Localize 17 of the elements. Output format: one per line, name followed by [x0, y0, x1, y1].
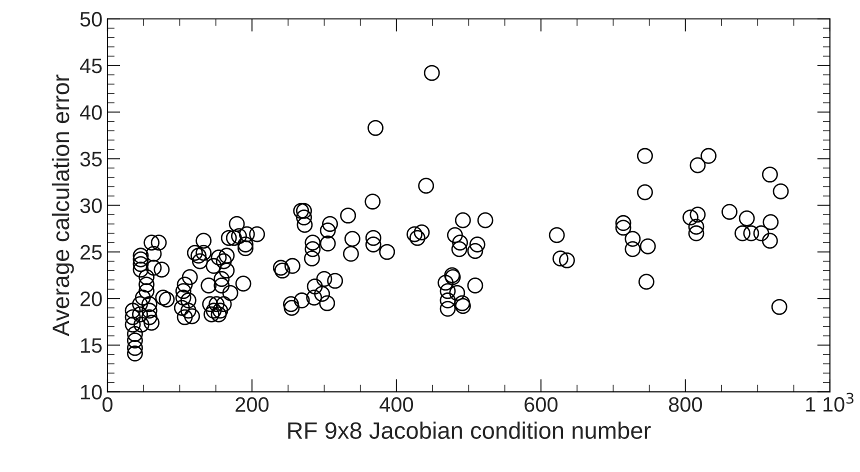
y-tick-label: 25	[80, 244, 102, 260]
y-tick-label: 50	[80, 12, 102, 27]
y-tick-label: 40	[80, 105, 102, 120]
y-tick-label: 15	[81, 338, 102, 353]
y-tick-label: 35	[80, 152, 102, 166]
x-tick-label: 0	[102, 397, 112, 412]
x-tick-label: 800	[668, 397, 702, 412]
y-axis-title: Average calculation error	[52, 74, 74, 336]
x-tick-label: 400	[380, 397, 414, 412]
x-axis-title: RF 9x8 Jacobian condition number	[288, 422, 651, 439]
x-tick-label: 1 10$^{3}$	[806, 392, 854, 412]
y-tick-label: 45	[80, 58, 102, 74]
y-tick-label: 20	[80, 292, 102, 306]
y-tick-label: 30	[80, 198, 102, 214]
y-tick-label: 10	[81, 384, 102, 400]
x-tick-label: 600	[524, 397, 558, 412]
x-tick-label: 200	[236, 397, 269, 412]
